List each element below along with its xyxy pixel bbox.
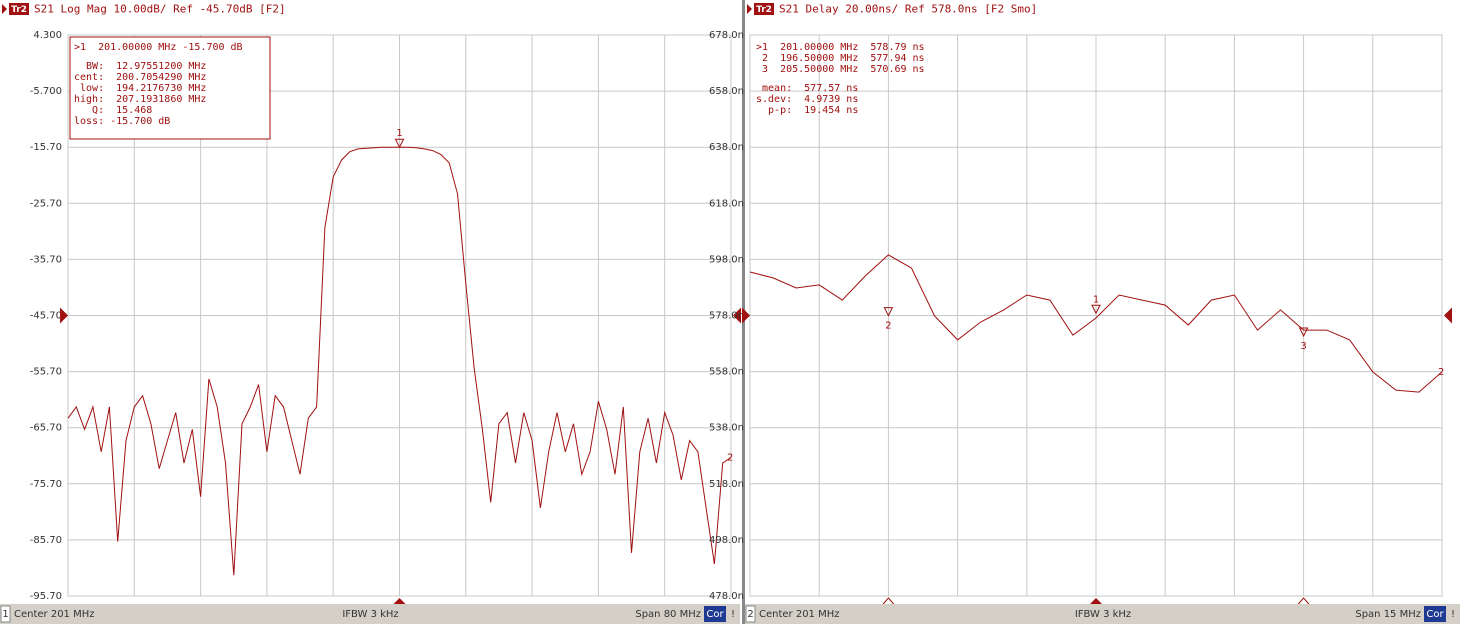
marker-label: 1 (1093, 294, 1099, 305)
ref-arrow-left (60, 307, 68, 324)
trace-title: S21 Delay 20.00ns/ Ref 578.0ns [F2 Smo] (779, 3, 1037, 16)
trace-title: S21 Log Mag 10.00dB/ Ref -45.70dB [F2] (34, 3, 286, 16)
ifbw: IFBW 3 kHz (342, 609, 398, 620)
y-tick-label: -5.700 (30, 86, 62, 97)
ref-arrow-left (742, 307, 750, 324)
stats-readout: loss: -15.700 dB (74, 116, 170, 127)
channel-box (0, 605, 11, 623)
channel-number: 2 (747, 609, 753, 620)
y-tick-label: 498.0n (709, 535, 744, 546)
ref-arrow-right (733, 307, 741, 324)
y-tick-label: 518.0n (709, 479, 744, 490)
y-tick-label: 478.0n (709, 591, 744, 602)
y-tick-label: -45.70 (30, 311, 62, 322)
y-tick-label: 658.0n (709, 86, 744, 97)
ifbw: IFBW 3 kHz (1075, 609, 1131, 620)
stats-readout: BW: 12.97551200 MHz (74, 61, 206, 72)
stats-readout: Q: 15.468 (74, 105, 152, 116)
marker-readout: 2 196.50000 MHz 577.94 ns (756, 53, 925, 64)
y-tick-label: 578.0n (709, 311, 744, 322)
cor-badge (704, 606, 726, 622)
stats-readout: low: 194.2176730 MHz (74, 83, 206, 94)
y-tick-label: -75.70 (30, 479, 62, 490)
header-arrow (747, 4, 752, 14)
y-tick-label: -55.70 (30, 367, 62, 378)
marker-readout: >1 201.00000 MHz 578.79 ns (756, 42, 925, 53)
trace-label: 2 (1438, 367, 1444, 378)
stats-readout: cent: 200.7054290 MHz (74, 72, 206, 83)
center-freq: Center 201 MHz (759, 609, 840, 620)
cor-badge (1424, 606, 1446, 622)
center-arrow (392, 598, 407, 605)
y-tick-label: 558.0n (709, 367, 744, 378)
header-arrow (2, 4, 7, 14)
marker (1298, 327, 1309, 338)
channel-number: 1 (2, 609, 8, 620)
stats-readout: s.dev: 4.9739 ns (756, 94, 858, 105)
marker-label: 2 (885, 321, 891, 332)
flag: ! (1451, 609, 1455, 620)
y-tick-label: 618.0n (709, 198, 744, 209)
y-tick-label: 4.300 (33, 30, 62, 41)
y-tick-label: 678.0n (709, 30, 744, 41)
status-bar (0, 604, 740, 624)
marker (1091, 304, 1101, 315)
marker (883, 307, 894, 317)
y-tick-label: -65.70 (30, 423, 62, 434)
y-tick-label: -25.70 (30, 198, 62, 209)
stats-readout: p-p: 19.454 ns (756, 105, 858, 116)
span: Span 80 MHz (635, 609, 701, 620)
trace-badge: Tr2 (756, 5, 772, 15)
stats-readout: high: 207.1931860 MHz (74, 94, 206, 105)
span: Span 15 MHz (1355, 609, 1421, 620)
trace-badge-bg (9, 3, 29, 15)
marker-readout: 3 205.50000 MHz 570.69 ns (756, 64, 925, 75)
y-tick-label: 598.0n (709, 254, 744, 265)
y-tick-label: -95.70 (30, 591, 62, 602)
stats-readout: mean: 577.57 ns (756, 83, 858, 94)
trace-badge-bg (754, 3, 774, 15)
trace-badge: Tr2 (11, 5, 27, 15)
trace-label: 2 (727, 452, 733, 463)
ref-arrow-right (1444, 307, 1452, 324)
cor: Cor (1426, 609, 1444, 620)
center-freq: Center 201 MHz (14, 609, 95, 620)
cor: Cor (706, 609, 724, 620)
readout-box (69, 36, 271, 140)
status-bar (745, 604, 1460, 624)
marker-label: 3 (1300, 341, 1306, 352)
trace (749, 254, 1443, 393)
marker (394, 138, 405, 149)
flag: ! (731, 609, 735, 620)
channel-box (745, 605, 756, 623)
marker-label: 1 (396, 128, 402, 139)
y-tick-label: -85.70 (30, 535, 62, 546)
y-tick-label: -15.70 (30, 142, 62, 153)
y-tick-label: -35.70 (30, 254, 62, 265)
center-arrow (1089, 598, 1103, 605)
y-tick-label: 638.0n (709, 142, 744, 153)
y-tick-label: 538.0n (709, 423, 744, 434)
marker-readout: >1 201.00000 MHz -15.700 dB (74, 42, 243, 53)
